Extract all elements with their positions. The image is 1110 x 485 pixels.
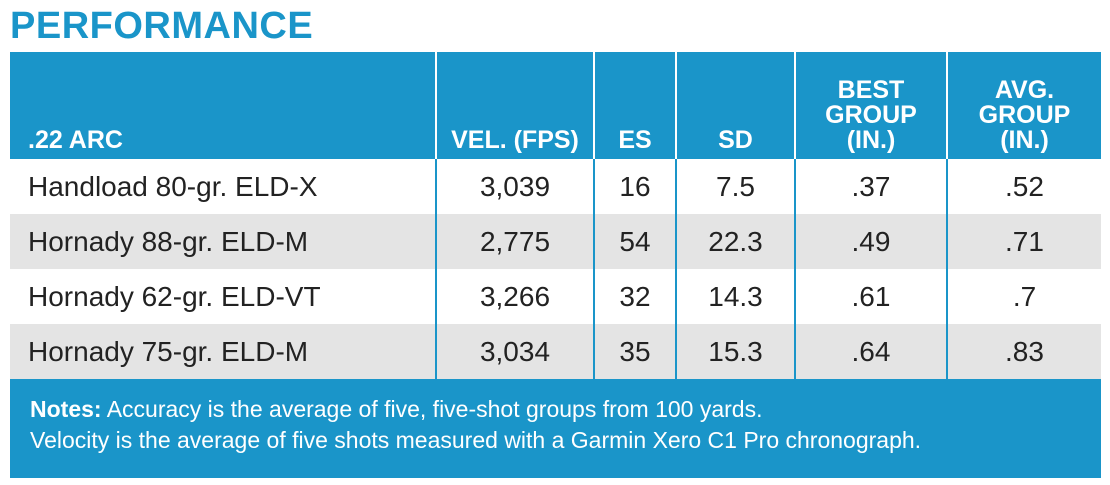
performance-table-panel: .22 ARC VEL. (FPS) ES SD BEST GROUP (IN.… [10, 52, 1101, 478]
header-cartridge: .22 ARC [10, 52, 437, 159]
notes-text-1: Accuracy is the average of five, five-sh… [106, 396, 763, 422]
cell-sd: 7.5 [676, 159, 796, 214]
header-avg-line1: AVG. [994, 76, 1055, 104]
header-velocity: VEL. (FPS) [436, 52, 595, 159]
table-row: Hornady 62-gr. ELD-VT 3,266 32 14.3 .61 … [10, 269, 1101, 324]
performance-table: .22 ARC VEL. (FPS) ES SD BEST GROUP (IN.… [10, 52, 1101, 379]
cell-avg-group: .52 [947, 159, 1101, 214]
cell-load: Hornady 88-gr. ELD-M [10, 214, 437, 269]
cell-avg-group: .7 [947, 269, 1101, 324]
cell-best-group: .64 [795, 324, 948, 379]
cell-es: 16 [594, 159, 677, 214]
cell-best-group: .49 [795, 214, 948, 269]
header-es: ES [594, 52, 677, 159]
header-sd: SD [676, 52, 796, 159]
header-best-group: BEST GROUP (IN.) [795, 52, 948, 159]
header-best-line3: (IN.) [846, 126, 896, 154]
cell-velocity: 3,034 [436, 324, 595, 379]
cell-velocity: 2,775 [436, 214, 595, 269]
cell-es: 54 [594, 214, 677, 269]
cell-sd: 22.3 [676, 214, 796, 269]
cell-best-group: .37 [795, 159, 948, 214]
table-header-row: .22 ARC VEL. (FPS) ES SD BEST GROUP (IN.… [10, 52, 1101, 159]
header-best-line2: GROUP [825, 101, 917, 129]
header-best-line1: BEST [837, 76, 905, 104]
notes-line-2: Velocity is the average of five shots me… [30, 427, 922, 453]
page-title: PERFORMANCE [10, 5, 314, 47]
cell-es: 35 [594, 324, 677, 379]
cell-velocity: 3,039 [436, 159, 595, 214]
notes-block: Notes: Accuracy is the average of five, … [10, 380, 1101, 478]
notes-label: Notes: [30, 396, 102, 422]
cell-load: Handload 80-gr. ELD-X [10, 159, 437, 214]
cell-load: Hornady 75-gr. ELD-M [10, 324, 437, 379]
cell-velocity: 3,266 [436, 269, 595, 324]
table-row: Handload 80-gr. ELD-X 3,039 16 7.5 .37 .… [10, 159, 1101, 214]
header-avg-group: AVG. GROUP (IN.) [947, 52, 1101, 159]
cell-sd: 14.3 [676, 269, 796, 324]
cell-avg-group: .83 [947, 324, 1101, 379]
table-row: Hornady 75-gr. ELD-M 3,034 35 15.3 .64 .… [10, 324, 1101, 379]
cell-best-group: .61 [795, 269, 948, 324]
cell-avg-group: .71 [947, 214, 1101, 269]
table-row: Hornady 88-gr. ELD-M 2,775 54 22.3 .49 .… [10, 214, 1101, 269]
header-avg-line2: GROUP [978, 101, 1071, 129]
notes-line-1: Notes: Accuracy is the average of five, … [30, 394, 1101, 425]
cell-es: 32 [594, 269, 677, 324]
cell-sd: 15.3 [676, 324, 796, 379]
cell-load: Hornady 62-gr. ELD-VT [10, 269, 437, 324]
header-avg-line3: (IN.) [1000, 126, 1049, 154]
